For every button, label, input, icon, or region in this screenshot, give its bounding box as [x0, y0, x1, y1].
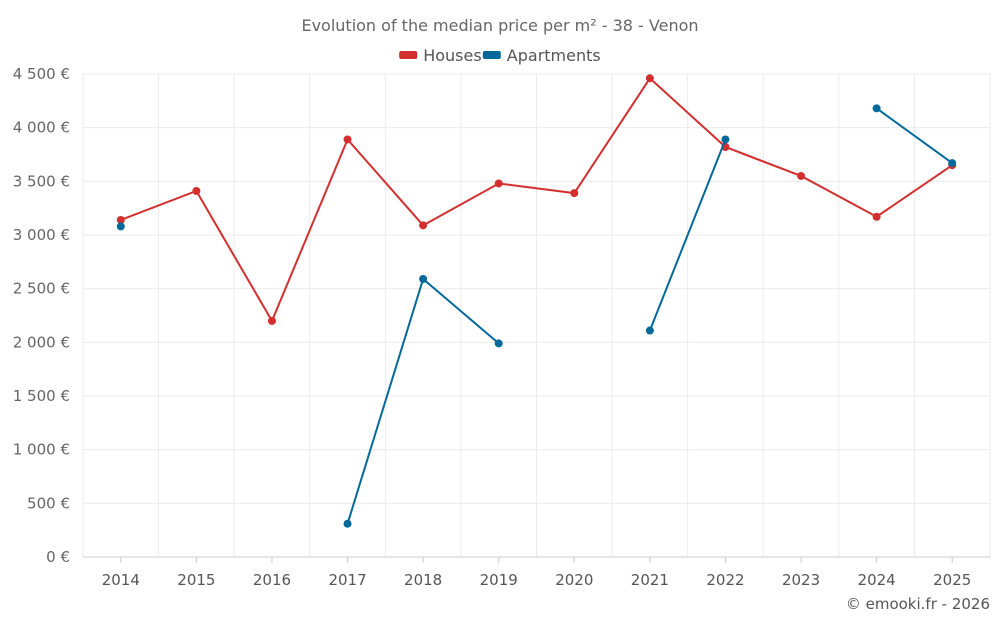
data-point-houses[interactable]: Houses 2015: 3410 €	[192, 186, 201, 195]
legend[interactable]: Houses Apartments	[399, 46, 601, 65]
legend-label: Apartments	[507, 46, 601, 65]
y-tick-label: 4 500 €	[13, 65, 70, 83]
legend-swatch	[399, 51, 418, 59]
y-tick-label: 0 €	[46, 548, 70, 566]
data-point-apartments[interactable]: Apartments 2014: 3080 €	[116, 222, 125, 231]
y-tick-label: 2 000 €	[13, 333, 70, 351]
credit-text: © emooki.fr - 2026	[846, 595, 990, 613]
data-point-apartments[interactable]: Apartments 2025: 3670 €	[948, 159, 957, 168]
legend-item-apartments[interactable]: Apartments	[482, 46, 601, 65]
data-point-houses[interactable]: Houses 2019: 3480 €	[494, 179, 503, 188]
legend-item-houses[interactable]: Houses	[399, 46, 482, 65]
x-tick-label: 2021	[631, 571, 669, 589]
series-layer: Houses 2014: 3140 € Houses 2015: 3410 € Ho…	[116, 74, 957, 528]
data-point-houses[interactable]: Houses 2024: 3170 €	[872, 212, 881, 221]
x-tick-label: 2025	[933, 571, 971, 589]
y-tick-label: 2 500 €	[13, 280, 70, 298]
x-tick-label: 2019	[480, 571, 518, 589]
y-tick-label: 3 000 €	[13, 226, 70, 244]
series-line-apartments	[346, 277, 500, 525]
data-point-houses[interactable]: Houses 2016: 2200 €	[267, 316, 276, 325]
x-tick-label: 2024	[858, 571, 896, 589]
series-line-apartments	[876, 107, 953, 164]
data-point-apartments[interactable]: Apartments 2024: 4180 €	[872, 104, 881, 113]
y-tick-label: 500 €	[27, 494, 70, 512]
data-point-houses[interactable]: Houses 2021: 4460 €	[645, 74, 654, 83]
y-tick-label: 1 000 €	[13, 441, 70, 459]
legend-label: Houses	[423, 46, 481, 65]
data-point-houses[interactable]: Houses 2020: 3390 €	[570, 189, 579, 198]
x-tick-label: 2014	[102, 571, 140, 589]
x-tick-label: 2022	[706, 571, 744, 589]
x-tick-label: 2016	[253, 571, 291, 589]
axes: 0 € 500 € 1 000 € 1 500 € 2 000 € 2 500 € 3 00…	[13, 65, 990, 589]
y-tick-label: 3 500 €	[13, 172, 70, 190]
legend-swatch	[482, 51, 501, 59]
series-line-apartments	[648, 139, 727, 331]
chart-title: Evolution of the median price per m² - 3…	[301, 16, 698, 35]
data-point-apartments[interactable]: Apartments 2018: 2590 €	[419, 275, 428, 284]
data-point-apartments[interactable]: Apartments 2019: 1990 €	[494, 339, 503, 348]
series-houses: Houses 2014: 3140 € Houses 2015: 3410 € Ho…	[116, 74, 957, 325]
data-point-houses[interactable]: Houses 2023: 3550 €	[797, 171, 806, 180]
x-tick-label: 2015	[177, 571, 215, 589]
series-line-houses	[120, 76, 953, 324]
data-point-apartments[interactable]: Apartments 2022: 3890 €	[721, 135, 730, 144]
x-tick-label: 2018	[404, 571, 442, 589]
data-point-houses[interactable]: Houses 2018: 3090 €	[419, 221, 428, 230]
data-point-apartments[interactable]: Apartments 2021: 2110 €	[645, 326, 654, 335]
data-point-apartments[interactable]: Apartments 2017: 310 €	[343, 519, 352, 528]
data-point-houses[interactable]: Houses 2017: 3890 €	[343, 135, 352, 144]
y-tick-label: 1 500 €	[13, 387, 70, 405]
x-tick-label: 2017	[328, 571, 366, 589]
x-tick-label: 2020	[555, 571, 593, 589]
y-tick-label: 4 000 €	[13, 119, 70, 137]
grid-lines	[82, 73, 991, 557]
series-apartments: Apartments 2014: 3080 € Apartments 2017: …	[116, 104, 957, 528]
x-tick-label: 2023	[782, 571, 820, 589]
data-point-houses[interactable]: Houses 2014: 3140 €	[116, 215, 125, 224]
